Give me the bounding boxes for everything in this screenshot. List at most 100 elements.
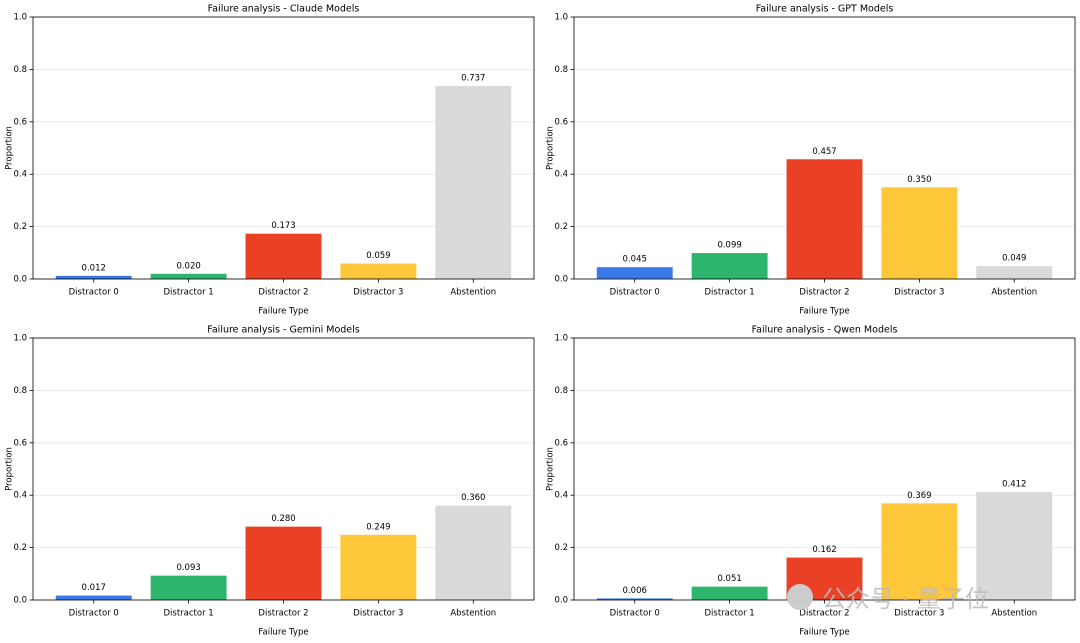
y-tick-label: 0.8 [13, 65, 27, 75]
value-label: 0.049 [1002, 254, 1026, 264]
plot-frame [32, 337, 535, 601]
value-label: 0.012 [82, 263, 106, 273]
y-tick-label: 0.6 [13, 438, 27, 448]
bar [435, 505, 512, 600]
bar [596, 267, 673, 279]
value-label: 0.457 [812, 147, 836, 157]
y-tick-label: 0.8 [13, 386, 27, 396]
x-tick-label: Distractor 0 [69, 609, 119, 619]
y-tick-label: 0.8 [554, 65, 568, 75]
value-label: 0.173 [271, 221, 295, 231]
y-tick-label: 0.0 [554, 275, 568, 285]
value-label: 0.020 [176, 261, 200, 271]
x-tick-label: Distractor 1 [164, 288, 214, 298]
x-tick-label: Abstention [450, 609, 496, 619]
bar [881, 503, 958, 600]
y-tick-label: 1.0 [554, 334, 568, 344]
x-tick-label: Abstention [991, 288, 1037, 298]
bar [150, 273, 227, 279]
watermark: 公众号 · 量子位 [787, 584, 989, 613]
x-axis-label: Failure Type [799, 628, 849, 638]
value-label: 0.350 [907, 175, 931, 185]
bar [691, 586, 768, 600]
x-axis-label: Failure Type [258, 307, 308, 317]
x-tick-label: Distractor 0 [610, 609, 660, 619]
y-tick-label: 0.4 [554, 491, 568, 501]
x-tick-label: Distractor 3 [353, 288, 403, 298]
value-label: 0.006 [623, 586, 647, 596]
value-label: 0.051 [717, 574, 741, 584]
y-axis-label: Proportion [5, 447, 15, 491]
y-tick-label: 1.0 [13, 13, 27, 23]
y-tick-label: 0.2 [13, 543, 27, 553]
chart-title: Failure analysis - Qwen Models [752, 325, 898, 336]
value-label: 0.162 [812, 545, 836, 555]
x-tick-label: Distractor 2 [258, 609, 308, 619]
bar [55, 595, 132, 600]
y-tick-label: 0.4 [554, 170, 568, 180]
y-tick-label: 0.0 [13, 275, 27, 285]
x-tick-label: Distractor 2 [799, 288, 849, 298]
y-tick-label: 0.8 [554, 386, 568, 396]
y-tick-label: 1.0 [13, 334, 27, 344]
bar [55, 275, 132, 279]
plot-frame [573, 16, 1076, 280]
chart-title: Failure analysis - Gemini Models [207, 325, 360, 336]
x-tick-label: Abstention [450, 288, 496, 298]
value-label: 0.093 [176, 563, 200, 573]
bar [881, 187, 958, 279]
value-label: 0.059 [366, 251, 390, 261]
x-axis-label: Failure Type [258, 628, 308, 638]
bar [691, 253, 768, 279]
bar [245, 233, 322, 279]
y-tick-label: 0.2 [554, 222, 568, 232]
watermark-text: 公众号 · 量子位 [822, 585, 989, 613]
y-tick-label: 0.6 [554, 438, 568, 448]
y-tick-label: 0.0 [554, 596, 568, 606]
y-tick-label: 0.4 [13, 170, 27, 180]
x-tick-label: Distractor 2 [258, 288, 308, 298]
bar [340, 263, 417, 279]
x-tick-label: Distractor 3 [353, 609, 403, 619]
x-tick-label: Distractor 3 [894, 609, 944, 619]
y-tick-label: 0.6 [554, 117, 568, 127]
value-label: 0.045 [623, 255, 647, 265]
bar [150, 575, 227, 600]
x-tick-label: Distractor 3 [894, 288, 944, 298]
value-label: 0.280 [271, 514, 295, 524]
x-tick-label: Distractor 0 [69, 288, 119, 298]
x-tick-label: Distractor 0 [610, 288, 660, 298]
value-label: 0.249 [366, 522, 390, 532]
y-axis-label: Proportion [5, 126, 15, 170]
bar [976, 266, 1053, 279]
x-tick-label: Distractor 1 [705, 288, 755, 298]
bar [245, 526, 322, 600]
chart-title: Failure analysis - Claude Models [208, 4, 360, 15]
x-tick-label: Distractor 1 [164, 609, 214, 619]
bar [596, 598, 673, 600]
y-tick-label: 0.2 [13, 222, 27, 232]
value-label: 0.737 [461, 73, 485, 83]
plot-frame [32, 16, 535, 280]
watermark-icon [787, 584, 813, 610]
x-tick-label: Distractor 2 [799, 609, 849, 619]
y-tick-label: 0.6 [13, 117, 27, 127]
x-tick-label: Distractor 1 [705, 609, 755, 619]
x-tick-label: Abstention [991, 609, 1037, 619]
bar [435, 85, 512, 279]
y-tick-label: 0.4 [13, 491, 27, 501]
y-tick-label: 0.2 [554, 543, 568, 553]
y-tick-label: 1.0 [554, 13, 568, 23]
value-label: 0.412 [1002, 480, 1026, 490]
bar [340, 534, 417, 600]
value-label: 0.099 [717, 241, 741, 251]
chart-title: Failure analysis - GPT Models [756, 4, 894, 15]
x-axis-label: Failure Type [799, 307, 849, 317]
plot-frame [573, 337, 1076, 601]
value-label: 0.017 [82, 583, 106, 593]
value-label: 0.369 [907, 491, 931, 501]
bar [786, 159, 863, 279]
value-label: 0.360 [461, 493, 485, 503]
y-axis-label: Proportion [546, 126, 556, 170]
